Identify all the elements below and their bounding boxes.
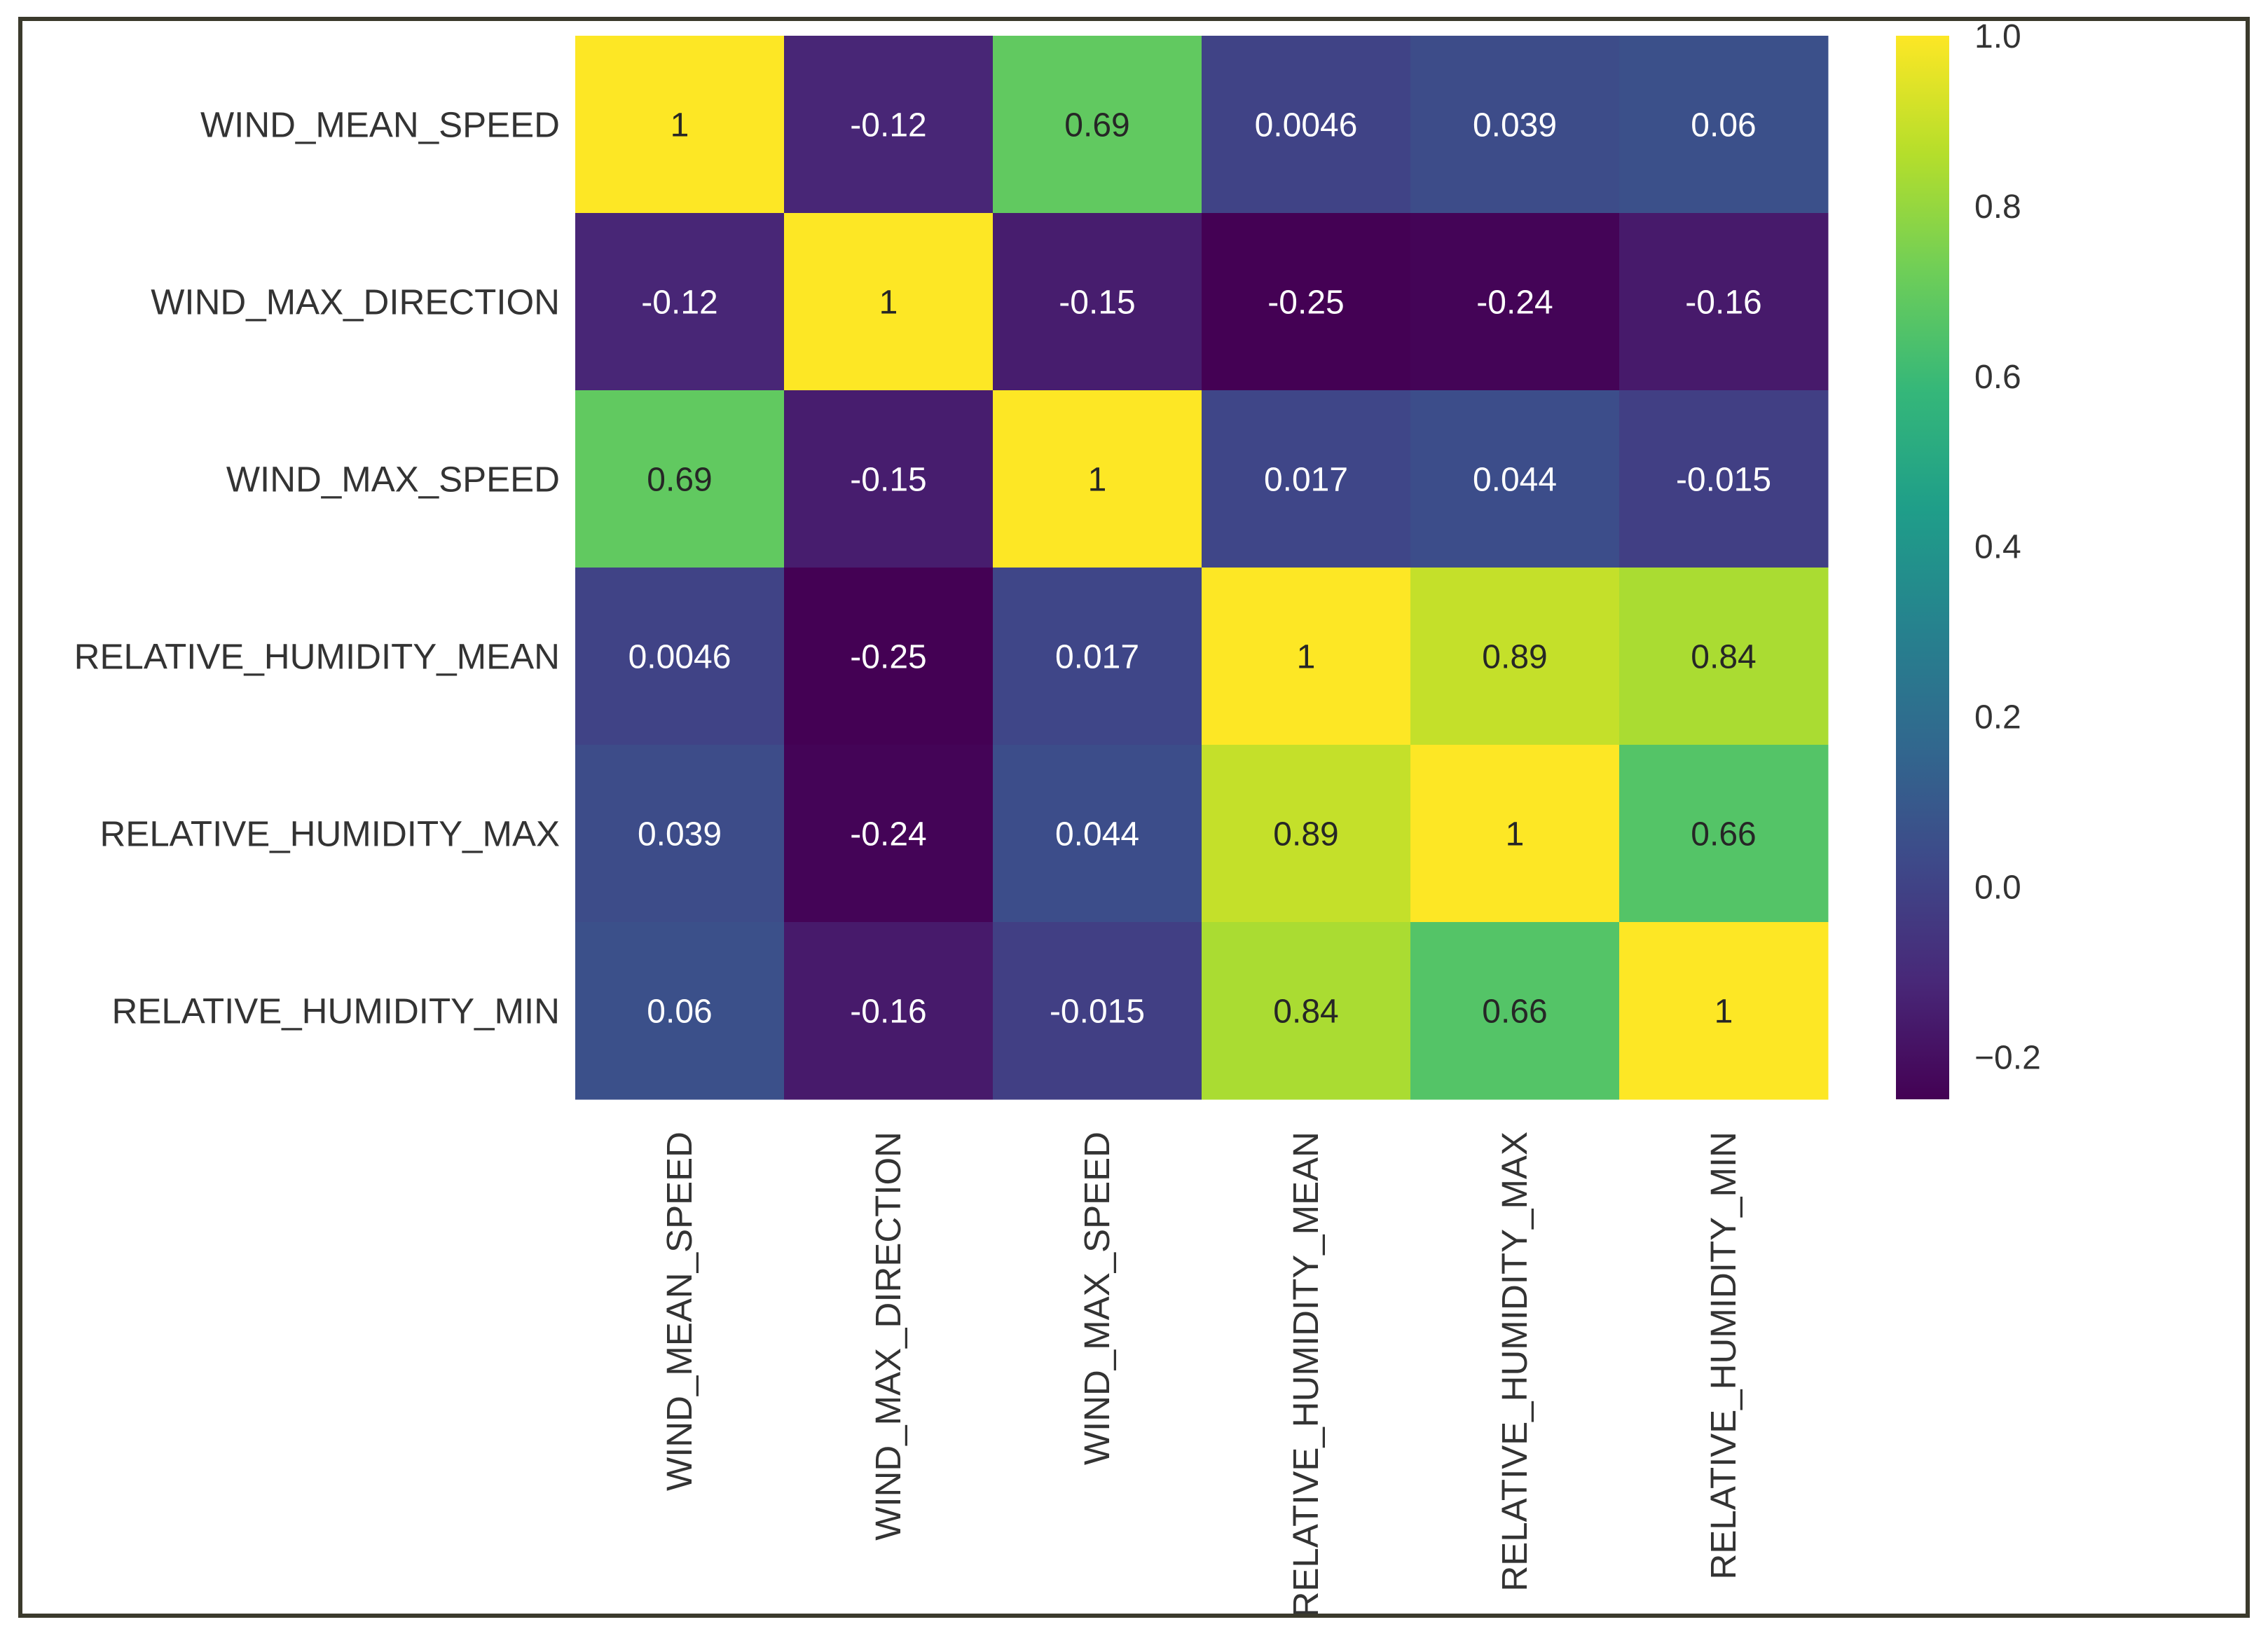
heatmap-cell <box>1202 745 1411 923</box>
heatmap-cell <box>784 745 994 923</box>
heatmap-cell <box>1202 390 1411 568</box>
heatmap-cell <box>993 390 1202 568</box>
cell-value-label: -0.16 <box>850 994 926 1031</box>
colorbar-tick-label: 0.8 <box>1974 188 2021 226</box>
y-tick-label: RELATIVE_HUMIDITY_MEAN <box>74 637 560 677</box>
heatmap-cell <box>1619 745 1829 923</box>
colorbar-tick-label: 0.2 <box>1974 699 2021 736</box>
y-tick-label: RELATIVE_HUMIDITY_MIN <box>112 991 561 1031</box>
cell-value-label: 0.017 <box>1055 639 1139 676</box>
y-tick-label: WIND_MEAN_SPEED <box>200 105 560 145</box>
cell-value-label: 0.89 <box>1273 816 1338 853</box>
heatmap-cell <box>1619 390 1829 568</box>
cell-value-label: 0.84 <box>1273 994 1338 1031</box>
cell-value-label: -0.015 <box>1676 462 1771 499</box>
heatmap-cell <box>1619 568 1829 745</box>
cell-value-label: 0.84 <box>1691 639 1756 676</box>
heatmap-cell <box>784 568 994 745</box>
cell-value-label: -0.12 <box>641 284 717 322</box>
cell-value-label: 0.69 <box>647 462 712 499</box>
cell-value-label: 0.044 <box>1473 462 1557 499</box>
cell-value-label: 0.0046 <box>628 639 731 676</box>
cell-value-label: -0.15 <box>1059 284 1135 322</box>
heatmap-cell <box>784 922 994 1100</box>
cell-value-label: -0.25 <box>1267 284 1344 322</box>
x-tick-label: WIND_MAX_DIRECTION <box>868 1132 908 1541</box>
cell-value-label: -0.12 <box>850 107 926 144</box>
colorbar-tick-label: 0.6 <box>1974 359 2021 396</box>
cell-value-label: 1 <box>1714 994 1733 1031</box>
cell-value-label: 1 <box>1297 639 1316 676</box>
cell-value-label: 0.039 <box>638 816 722 853</box>
cell-value-label: 1 <box>1506 816 1525 853</box>
heatmap-cell <box>575 745 785 923</box>
heatmap-cell <box>1202 36 1411 214</box>
heatmap-cell <box>575 213 785 391</box>
heatmap-cell <box>993 568 1202 745</box>
y-tick-label: WIND_MAX_SPEED <box>226 460 560 500</box>
cell-value-label: 0.89 <box>1482 639 1547 676</box>
x-tick-label: RELATIVE_HUMIDITY_MEAN <box>1286 1132 1326 1614</box>
cell-value-label: 0.0046 <box>1255 107 1358 144</box>
cell-value-label: 0.66 <box>1691 816 1756 853</box>
cell-value-label: 1 <box>1088 462 1107 499</box>
cell-value-label: 0.69 <box>1064 107 1129 144</box>
cell-value-label: 0.039 <box>1473 107 1557 144</box>
x-tick-label: RELATIVE_HUMIDITY_MAX <box>1494 1132 1534 1592</box>
x-tick-label: RELATIVE_HUMIDITY_MIN <box>1703 1132 1743 1580</box>
cell-value-label: 0.66 <box>1482 994 1547 1031</box>
heatmap-cell <box>1619 213 1829 391</box>
cell-value-label: 0.017 <box>1264 462 1348 499</box>
heatmap-cell <box>1410 213 1620 391</box>
x-tick-label: WIND_MAX_SPEED <box>1077 1132 1117 1465</box>
heatmap-cell <box>784 36 994 214</box>
heatmap-cell <box>1202 213 1411 391</box>
colorbar-tick-label: 0.0 <box>1974 869 2021 906</box>
heatmap-cell <box>993 745 1202 923</box>
colorbar-tick-label: 0.4 <box>1974 529 2021 566</box>
heatmap-cell <box>1410 390 1620 568</box>
heatmap-cell <box>1410 568 1620 745</box>
heatmap-cell <box>575 568 785 745</box>
correlation-heatmap: 1 -0.12 0.69 0.0046 0.039 0.06 -0.12 1 -0.15 -0.2… <box>74 21 2041 1614</box>
cell-value-label: -0.24 <box>850 816 926 853</box>
heatmap-cell <box>784 213 994 391</box>
y-tick-label: WIND_MAX_DIRECTION <box>151 282 560 322</box>
heatmap-cell <box>1619 36 1829 214</box>
cell-value-label: -0.16 <box>1685 284 1761 322</box>
heatmap-cell <box>1410 922 1620 1100</box>
colorbar-tick-label: −0.2 <box>1974 1039 2041 1076</box>
heatmap-cell <box>575 390 785 568</box>
heatmap-cell <box>1410 36 1620 214</box>
cell-value-label: -0.015 <box>1050 994 1145 1031</box>
cell-value-label: 0.044 <box>1055 816 1139 853</box>
heatmap-cell <box>784 390 994 568</box>
cell-value-label: -0.15 <box>850 462 926 499</box>
heatmap-cell <box>993 36 1202 214</box>
heatmap-cell <box>575 36 785 214</box>
heatmap-cell <box>993 213 1202 391</box>
heatmap-cell <box>993 922 1202 1100</box>
colorbar <box>1896 36 1949 1099</box>
cell-value-label: 0.06 <box>647 994 712 1031</box>
heatmap-cell <box>1410 745 1620 923</box>
heatmap-cell <box>1619 922 1829 1100</box>
cell-value-label: 1 <box>671 107 689 144</box>
heatmap-cell <box>1202 568 1411 745</box>
heatmap-cell <box>1202 922 1411 1100</box>
y-tick-label: RELATIVE_HUMIDITY_MAX <box>99 814 560 854</box>
cell-value-label: -0.25 <box>850 639 926 676</box>
colorbar-tick-label: 1.0 <box>1974 21 2021 55</box>
cell-value-label: 0.06 <box>1691 107 1756 144</box>
cell-value-label: 1 <box>879 284 898 322</box>
cell-value-label: -0.24 <box>1476 284 1553 322</box>
figure-frame: 1 -0.12 0.69 0.0046 0.039 0.06 -0.12 1 -0.15 -0.2… <box>18 17 2250 1618</box>
heatmap-cell <box>575 922 785 1100</box>
x-tick-label: WIND_MEAN_SPEED <box>659 1132 699 1491</box>
